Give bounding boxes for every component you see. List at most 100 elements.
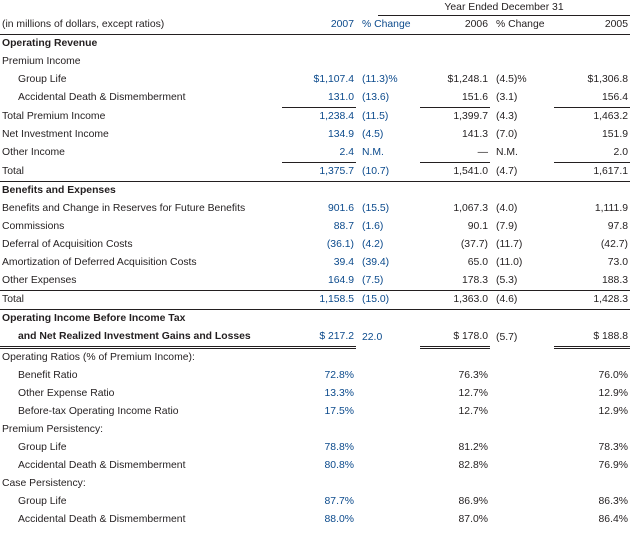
value-2006: 86.9% xyxy=(458,496,488,507)
value-2007: 164.9 xyxy=(282,272,356,291)
value-2007: 901.6 xyxy=(327,203,354,214)
table-row: Group Life 78.8% 81.2% 78.3% xyxy=(0,439,630,457)
premium-persistency-heading: Premium Persistency: xyxy=(2,424,104,435)
row-label: Deferral of Acquisition Costs xyxy=(2,239,133,250)
change-2006: (11.7) xyxy=(496,239,523,250)
value-2005: 97.8 xyxy=(607,221,628,232)
change-2007: 22.0 xyxy=(362,331,383,343)
value-2005: 73.0 xyxy=(607,257,628,268)
operating-revenue-heading: Operating Revenue xyxy=(2,38,98,49)
value-2007: $ 217.2 xyxy=(282,328,356,349)
change-2007: (1.6) xyxy=(362,221,384,232)
change-2006: (4.7) xyxy=(490,162,554,182)
value-2007: 39.4 xyxy=(333,257,354,268)
row-label: Benefit Ratio xyxy=(18,370,78,381)
change-2006: (4.6) xyxy=(490,290,554,310)
value-2006: 12.7% xyxy=(458,406,488,417)
value-2006: 82.8% xyxy=(458,460,488,471)
value-2005: 12.9% xyxy=(598,388,628,399)
value-2005: 76.9% xyxy=(598,460,628,471)
row-label: Before-tax Operating Income Ratio xyxy=(18,406,179,417)
value-2005: 86.3% xyxy=(598,496,628,507)
value-2007: 78.8% xyxy=(324,442,354,453)
change-2007: (4.5) xyxy=(362,129,384,140)
change-2007: (13.6) xyxy=(362,92,390,104)
subsection-heading: Case Persistency: xyxy=(0,475,630,493)
value-2007: 131.0 xyxy=(282,89,356,108)
benefits-expenses-heading: Benefits and Expenses xyxy=(2,185,116,196)
period-rule xyxy=(378,15,630,16)
value-2007: 1,238.4 xyxy=(319,111,354,122)
section-heading: Operating Revenue xyxy=(0,35,630,54)
table-row: Accidental Death & Dismemberment 80.8% 8… xyxy=(0,457,630,475)
change-2006: (4.5)% xyxy=(496,74,527,85)
col-change2-header: % Change xyxy=(490,16,554,35)
change-2007: (15.0) xyxy=(356,290,420,310)
row-label: Group Life xyxy=(18,442,67,453)
section-heading: Operating Income Before Income Tax xyxy=(0,310,630,329)
row-label: Net Investment Income xyxy=(2,129,109,140)
row-label: Group Life xyxy=(18,496,67,507)
table-row: Benefits and Change in Reserves for Futu… xyxy=(0,200,630,218)
value-2005: 1,428.3 xyxy=(554,290,630,310)
value-2005: 1,463.2 xyxy=(593,111,628,122)
row-label: Amortization of Deferred Acquisition Cos… xyxy=(2,257,197,268)
change-2007: N.M. xyxy=(362,147,384,159)
row-label: and Net Realized Investment Gains and Lo… xyxy=(0,328,282,349)
table-row: Net Investment Income 134.9 (4.5) 141.3 … xyxy=(0,126,630,144)
change-2007: (15.5) xyxy=(362,203,390,214)
value-2006: 76.3% xyxy=(458,370,488,381)
change-2007: (11.3)% xyxy=(362,74,398,85)
value-2007: 88.0% xyxy=(324,514,354,525)
change-2006: N.M. xyxy=(496,147,518,159)
change-2007: (11.5) xyxy=(362,110,389,122)
value-2005: 2.0 xyxy=(554,144,630,163)
value-2006: $1,248.1 xyxy=(447,74,488,85)
table-row: Commissions 88.7 (1.6) 90.1 (7.9) 97.8 xyxy=(0,218,630,236)
row-label: Total xyxy=(0,290,282,310)
value-2007: 17.5% xyxy=(324,406,354,417)
row-label: Benefits and Change in Reserves for Futu… xyxy=(2,203,246,214)
row-label: Other Income xyxy=(2,147,65,159)
table-row: Before-tax Operating Income Ratio 17.5% … xyxy=(0,403,630,421)
value-2007: 13.3% xyxy=(324,388,354,399)
value-2007: (36.1) xyxy=(326,239,354,250)
value-2006: 81.2% xyxy=(458,442,488,453)
period-header: Year Ended December 31 xyxy=(0,0,630,16)
value-2005: 188.3 xyxy=(554,272,630,291)
value-2006: 1,399.7 xyxy=(453,111,488,122)
value-2006: 141.3 xyxy=(461,129,488,140)
units-note: (in millions of dollars, except ratios) xyxy=(0,16,282,35)
table-row: Total Premium Income 1,238.4 (11.5) 1,39… xyxy=(0,108,630,127)
row-label: Accidental Death & Dismemberment xyxy=(18,514,186,525)
value-2006: $ 178.0 xyxy=(420,328,490,349)
change-2007: (4.2) xyxy=(362,239,384,250)
change-2006: (4.3) xyxy=(496,110,518,122)
value-2005: 76.0% xyxy=(598,370,628,381)
change-2006: (7.0) xyxy=(496,129,518,140)
value-2006: (37.7) xyxy=(460,239,488,250)
change-2006: (11.0) xyxy=(496,257,523,268)
change-2006: (7.9) xyxy=(496,221,518,232)
row-label: Accidental Death & Dismemberment xyxy=(18,92,186,104)
value-2005: 78.3% xyxy=(598,442,628,453)
subsection-heading: Premium Persistency: xyxy=(0,421,630,439)
change-2006: (5.7) xyxy=(496,331,518,343)
value-2007: 134.9 xyxy=(327,129,354,140)
value-2006: 1,541.0 xyxy=(420,162,490,182)
value-2007: 88.7 xyxy=(333,221,354,232)
table-row: Group Life $1,107.4 (11.3)% $1,248.1 (4.… xyxy=(0,71,630,89)
change-2007: (7.5) xyxy=(356,272,420,291)
value-2005: 1,617.1 xyxy=(554,162,630,182)
table-row: Accidental Death & Dismemberment 88.0% 8… xyxy=(0,511,630,529)
value-2005: $1,306.8 xyxy=(587,74,628,85)
value-2006: 87.0% xyxy=(458,514,488,525)
case-persistency-heading: Case Persistency: xyxy=(2,478,86,489)
operating-ratios-heading: Operating Ratios (% of Premium Income): xyxy=(2,352,195,363)
subsection-heading: Premium Income xyxy=(0,53,630,71)
value-2006: 12.7% xyxy=(458,388,488,399)
table-row: Amortization of Deferred Acquisition Cos… xyxy=(0,254,630,272)
financial-table: (in millions of dollars, except ratios) … xyxy=(0,16,630,529)
value-2005: 86.4% xyxy=(598,514,628,525)
value-2005: 156.4 xyxy=(554,89,630,108)
